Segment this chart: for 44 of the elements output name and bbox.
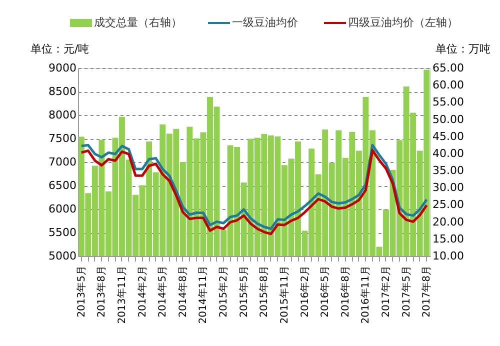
x-tick-label: 2016年2月 — [298, 266, 311, 318]
legend-label: 一级豆油均价 — [232, 16, 298, 29]
y-tick-label: 7000 — [48, 156, 76, 168]
y2-tick-label: 55.00 — [432, 96, 464, 109]
x-tick-label: 2014年2月 — [136, 266, 148, 318]
y-tick-label: 9000 — [48, 62, 76, 74]
x-tick-label: 2015年11月 — [278, 266, 290, 324]
x-tick-label: 2016年11月 — [360, 266, 372, 324]
x-tick-label: 2014年11月 — [197, 266, 210, 324]
x-tick-label: 2015年5月 — [238, 266, 250, 318]
y-tick-label: 5500 — [48, 226, 76, 239]
y2-tick-label: 40.00 — [432, 146, 464, 160]
y2-tick-label: 30.00 — [432, 181, 464, 194]
y-tick-label: 8500 — [48, 85, 76, 98]
y-tick-label: 5000 — [48, 250, 76, 262]
y2-tick-label: 15.00 — [432, 232, 464, 246]
x-tick-label: 2014年5月 — [156, 266, 169, 318]
y2-tick-label: 50.00 — [432, 112, 464, 126]
y-tick-label: 7500 — [48, 132, 76, 145]
y-tick-label: 6000 — [48, 202, 76, 216]
y2-tick-label: 35.00 — [432, 164, 464, 178]
y2-tick-label: 10.00 — [432, 250, 464, 262]
x-tick-label: 2017年5月 — [400, 266, 412, 318]
x-tick-label: 2013年5月 — [75, 266, 88, 318]
y2-axis-title: 单位：万吨 — [436, 42, 490, 56]
x-tick-label: 2017年2月 — [380, 266, 392, 318]
x-tick-label: 2017年8月 — [420, 266, 433, 318]
y2-tick-label: 20.00 — [432, 215, 464, 228]
y2-tick-label: 45.00 — [432, 130, 464, 143]
x-tick-label: 2013年8月 — [96, 266, 108, 318]
y-axis-title: 单位：元/吨 — [30, 42, 90, 56]
y2-tick-label: 60.00 — [432, 78, 464, 92]
y-tick-label: 6500 — [48, 179, 76, 192]
y2-tick-label: 25.00 — [432, 198, 464, 212]
legend-label: 四级豆油均价（左轴） — [348, 16, 458, 29]
x-tick-label: 2016年8月 — [339, 266, 352, 318]
x-tick-label: 2015年2月 — [218, 266, 230, 318]
legend-label: 成交总量（右轴） — [94, 16, 182, 29]
x-tick-label: 2013年11月 — [116, 266, 128, 324]
y2-tick-label: 65.00 — [432, 62, 464, 74]
x-tick-label: 2014年8月 — [176, 266, 189, 318]
x-tick-label: 2015年8月 — [258, 266, 270, 318]
x-tick-label: 2016年5月 — [319, 266, 332, 318]
y-tick-label: 8000 — [48, 108, 76, 122]
